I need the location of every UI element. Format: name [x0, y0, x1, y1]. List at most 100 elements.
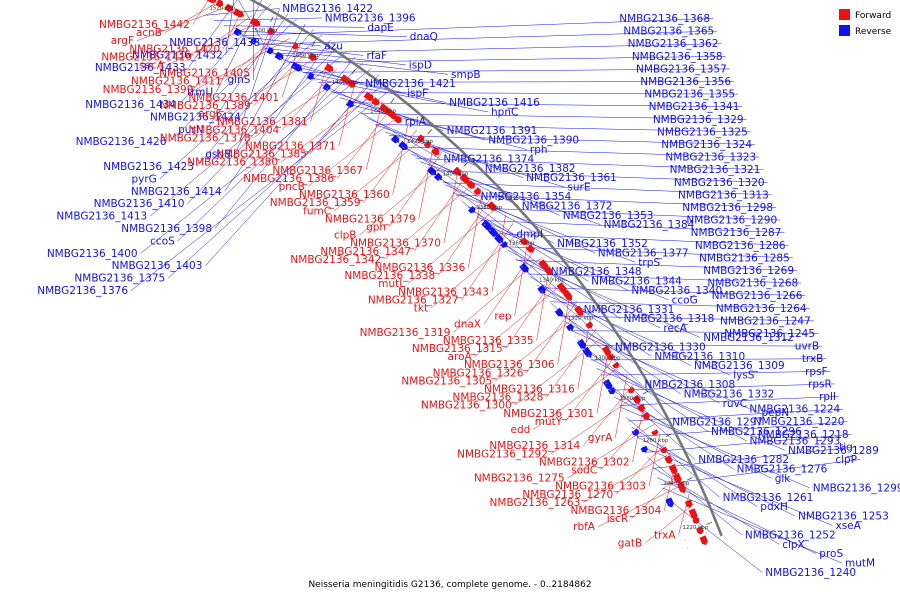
reverse-gene	[607, 387, 616, 395]
reverse-gene-label: NMBG2136_1245	[724, 328, 815, 340]
forward-gene-label: NMBG2136_1380	[187, 157, 278, 169]
reverse-connector	[188, 0, 238, 68]
reverse-gene-label: pdxH	[760, 501, 787, 513]
forward-gene	[668, 464, 678, 475]
tick-mark	[463, 162, 469, 167]
forward-gene-label: clpB	[334, 230, 357, 242]
forward-gene	[660, 446, 668, 454]
forward-gene-label: NMBG2136_1275	[474, 473, 565, 485]
tick-label: 1440 kbp	[370, 109, 396, 115]
forward-connector	[505, 274, 557, 349]
reverse-gene-label: smpB	[451, 69, 481, 81]
forward-gene	[696, 526, 704, 535]
forward-connector	[631, 473, 681, 519]
reverse-connector	[375, 124, 751, 133]
reverse-connector	[168, 80, 388, 279]
reverse-gene-label: trmU	[187, 87, 213, 99]
reverse-gene-label: clpX	[782, 539, 805, 551]
reverse-gene-label: NMBG2136_1365	[623, 26, 714, 38]
forward-gene	[641, 412, 650, 420]
reverse-gene-label: NMBG2136_1313	[678, 189, 769, 201]
reverse-connector	[500, 241, 621, 319]
tick-label: 1340 kbp	[539, 277, 565, 283]
forward-gene	[466, 180, 475, 189]
reverse-gene-label: NMBG2136_1416	[449, 97, 540, 109]
reverse-connector	[177, 62, 364, 242]
tick-label: 1240 kbp	[663, 481, 689, 487]
forward-gene	[379, 103, 390, 114]
reverse-gene-label: NMBG2136_1286	[695, 240, 786, 252]
reverse-connector	[272, 43, 722, 54]
forward-gene-label: acnB	[136, 27, 162, 39]
forward-gene-label: secA	[139, 60, 165, 72]
forward-connector	[336, 108, 392, 179]
forward-gene	[232, 8, 245, 18]
reverse-gene	[665, 497, 674, 508]
reverse-gene-label: NMBG2136_1290	[686, 215, 777, 227]
reverse-connector	[571, 330, 819, 334]
forward-gene-label: NMBG2136_1343	[398, 286, 489, 298]
reverse-gene-label: gshB	[205, 149, 231, 161]
forward-connector	[307, 115, 400, 187]
forward-gene	[607, 353, 615, 361]
reverse-gene-label: NMBG2136_1287	[691, 227, 782, 239]
reverse-connector	[214, 56, 356, 229]
legend-swatch-reverse	[839, 25, 850, 36]
tick-label: 1360 kbp	[508, 241, 534, 247]
reverse-gene-label: ispD	[409, 59, 432, 71]
reverse-gene-label: NMBG2136_1318	[624, 313, 715, 325]
forward-gene	[538, 259, 549, 271]
reverse-gene-label: ccoG	[672, 294, 698, 306]
reverse-gene-label: NMBG2136_1433	[95, 62, 186, 74]
reverse-gene-label: rpsR	[808, 378, 832, 390]
reverse-connector	[596, 368, 786, 451]
reverse-gene-label: NMBG2136_1310	[654, 351, 745, 363]
reverse-connector	[187, 45, 339, 204]
reverse-gene-label: NMBG2136_1253	[798, 511, 889, 523]
reverse-connector	[213, 17, 322, 21]
tick-label: 1380 kbp	[476, 205, 502, 211]
backbone-arc	[249, 0, 723, 537]
reverse-connector	[608, 387, 734, 470]
tick-label: 1480 kbp	[292, 53, 318, 59]
forward-gene-label: NMBG2136_1386	[243, 173, 334, 185]
forward-gene-label: NMBG2136_1405	[159, 68, 250, 80]
gene-feature-track	[207, 0, 708, 546]
forward-connector	[616, 443, 666, 495]
forward-gene	[526, 244, 535, 253]
reverse-gene-label: NMBG2136_1247	[720, 315, 811, 327]
reverse-gene-label: NMBG2136_1224	[749, 404, 840, 416]
forward-gene-label: edd	[511, 424, 531, 436]
tick-label: 1520 kbp	[209, 5, 235, 11]
forward-connector	[194, 15, 252, 58]
reverse-gene-label: NMBG2136_1356	[640, 76, 731, 88]
forward-gene-label: NMBG2136_1419	[101, 51, 192, 63]
reverse-connector	[273, 53, 449, 75]
forward-connector	[533, 365, 622, 430]
tick-label: 1300 kbp	[595, 355, 621, 361]
forward-gene	[692, 517, 700, 524]
reverse-connector	[666, 498, 763, 573]
kbp-ticks: 1520 kbp 1500 kbp 1480 kbp 1460 kbp 1440 kbp…	[209, 5, 713, 531]
reverse-gene-label: NMBG2136_1266	[712, 290, 803, 302]
forward-gene-label: NMBG2136_1300	[421, 400, 512, 412]
forward-gene-label: NMBG2136_1315	[412, 343, 503, 355]
reverse-connector	[257, 30, 718, 45]
reverse-connector	[348, 104, 527, 150]
reverse-gene-label: NMBG2136_1357	[636, 63, 727, 75]
forward-gene-label: NMBG2136_1338	[344, 270, 435, 282]
reverse-gene-label: NMBG2136_1285	[699, 252, 790, 264]
reverse-gene	[481, 219, 492, 231]
tick-mark	[642, 390, 649, 395]
reverse-gene	[390, 134, 400, 144]
forward-gene	[363, 91, 374, 102]
reverse-connector	[610, 383, 835, 391]
reverse-gene	[576, 338, 587, 349]
tick-mark	[427, 129, 433, 135]
reverse-connector	[233, 30, 407, 37]
forward-gene-label: tkt	[414, 303, 428, 315]
reverse-gene	[290, 61, 303, 72]
reverse-gene	[565, 323, 574, 331]
forward-gene-label: rbfA	[573, 521, 596, 533]
